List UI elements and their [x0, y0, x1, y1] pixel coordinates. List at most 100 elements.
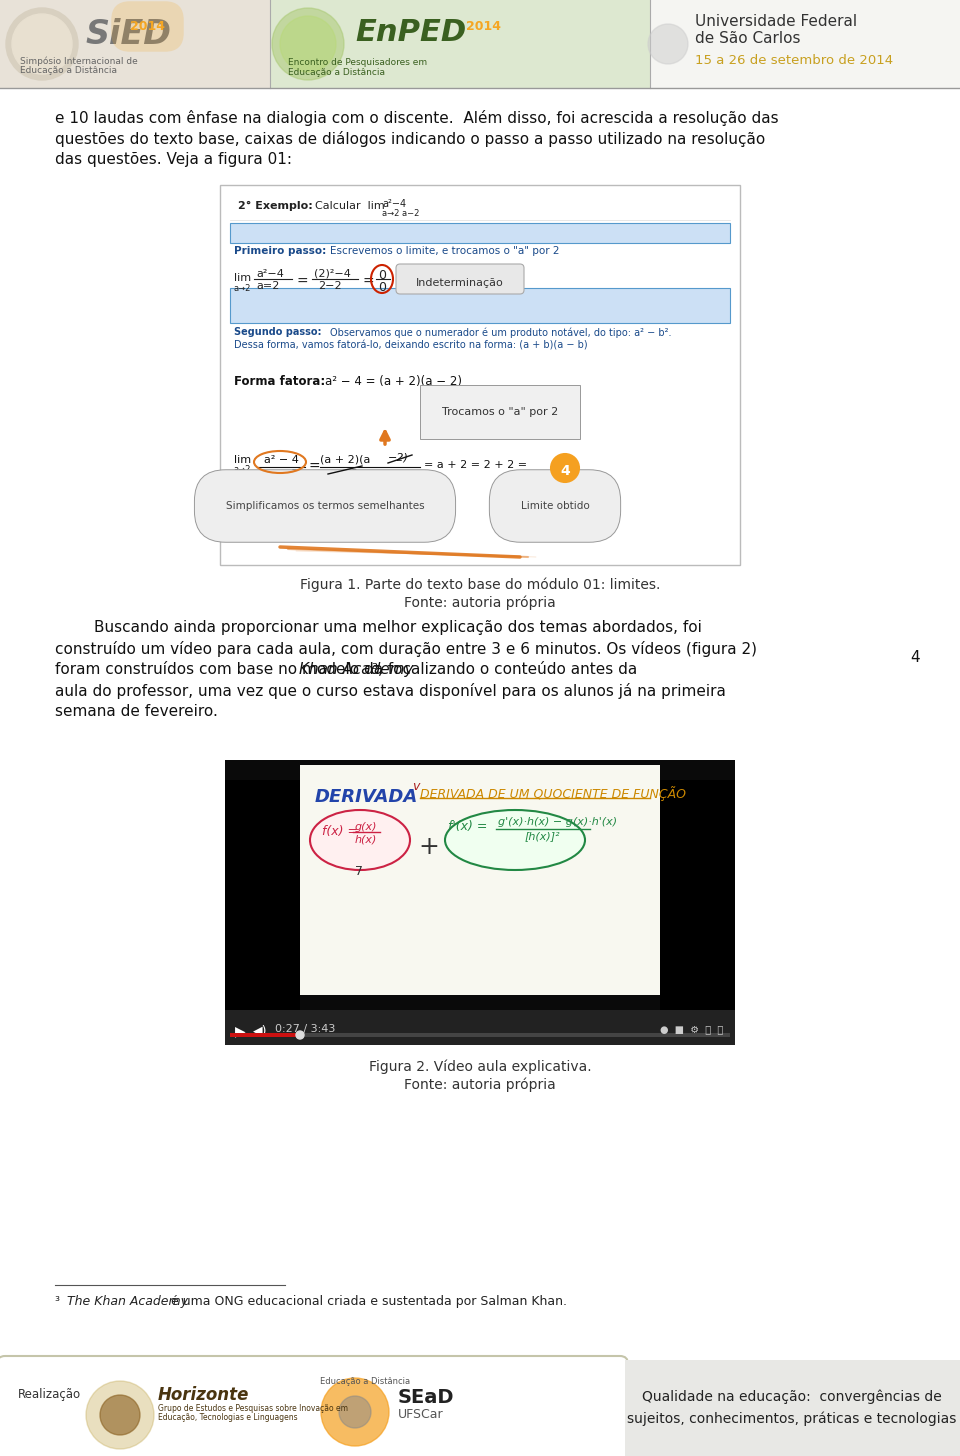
Circle shape	[12, 15, 72, 74]
Text: a→2 a−2: a→2 a−2	[382, 210, 420, 218]
Text: ▶: ▶	[235, 1024, 246, 1038]
Text: = a + 2 = 2 + 2 =: = a + 2 = 2 + 2 =	[424, 460, 527, 470]
Circle shape	[339, 1396, 371, 1428]
Text: 2014: 2014	[466, 20, 501, 33]
Text: lim: lim	[234, 272, 252, 282]
Text: DERIVADA DE UM QUOCIENTE DE FUNÇÃO: DERIVADA DE UM QUOCIENTE DE FUNÇÃO	[420, 786, 686, 801]
Bar	[230, 288, 730, 323]
Text: g'(x)·h(x) − g(x)·h'(x): g'(x)·h(x) − g(x)·h'(x)	[498, 817, 617, 827]
Text: Escrevemos o limite, e trocamos o "a" por 2: Escrevemos o limite, e trocamos o "a" po…	[330, 246, 560, 256]
Text: a = 2: a = 2	[268, 469, 299, 479]
Text: Simpósio Internacional de: Simpósio Internacional de	[20, 55, 137, 66]
Text: Forma fatora:: Forma fatora:	[234, 376, 329, 387]
Bar	[660, 780, 735, 1015]
Text: DERIVADA: DERIVADA	[315, 788, 419, 807]
Text: Dessa forma, vamos fatorá-lo, deixando escrito na forma: (a + b)(a − b): Dessa forma, vamos fatorá-lo, deixando e…	[234, 341, 588, 349]
Text: e 10 laudas com ênfase na dialogia com o discente.  Além disso, foi acrescida a : e 10 laudas com ênfase na dialogia com o…	[55, 111, 779, 127]
Ellipse shape	[310, 810, 410, 871]
Text: Realização: Realização	[18, 1388, 82, 1401]
Text: (a + 2)(a: (a + 2)(a	[320, 454, 371, 464]
Text: Calcular  lim: Calcular lim	[315, 201, 385, 211]
FancyBboxPatch shape	[396, 264, 524, 294]
Text: a − 2: a − 2	[328, 469, 358, 479]
Text: construído um vídeo para cada aula, com duração entre 3 e 6 minutos. Os vídeos (: construído um vídeo para cada aula, com …	[55, 641, 757, 657]
Circle shape	[648, 23, 688, 64]
Text: Fonte: autoria própria: Fonte: autoria própria	[404, 596, 556, 610]
Text: ◀): ◀)	[253, 1024, 268, 1037]
Text: 2−2: 2−2	[318, 281, 342, 291]
Text: (2)²−4: (2)²−4	[314, 269, 350, 280]
Text: 4: 4	[560, 464, 570, 478]
Text: f'(x) =: f'(x) =	[448, 820, 488, 833]
Text: Educação a Distância: Educação a Distância	[320, 1377, 410, 1386]
Text: SiED: SiED	[85, 17, 171, 51]
Bar	[300, 764, 660, 994]
Circle shape	[272, 7, 344, 80]
Text: a→2: a→2	[234, 284, 252, 293]
Circle shape	[280, 16, 336, 71]
Text: de São Carlos: de São Carlos	[695, 31, 801, 47]
Text: g(x): g(x)	[355, 823, 377, 831]
Text: [h(x)]²: [h(x)]²	[525, 831, 561, 842]
Text: ³: ³	[55, 1294, 64, 1307]
Text: 0: 0	[378, 281, 386, 294]
Bar	[230, 1032, 300, 1037]
Bar	[230, 1032, 730, 1037]
Text: sujeitos, conhecimentos, práticas e tecnologias: sujeitos, conhecimentos, práticas e tecn…	[627, 1412, 957, 1427]
Text: f(x) =: f(x) =	[322, 826, 358, 839]
Text: Observamos que o numerador é um produto notável, do tipo: a² − b².: Observamos que o numerador é um produto …	[330, 328, 671, 338]
Circle shape	[551, 454, 579, 482]
Text: Educação a Distância: Educação a Distância	[288, 68, 385, 77]
Text: −2): −2)	[388, 453, 409, 463]
Bar	[0, 0, 270, 87]
Circle shape	[296, 1031, 304, 1040]
Text: das questões. Veja a figura 01:: das questões. Veja a figura 01:	[55, 151, 292, 167]
Text: Educação a Distância: Educação a Distância	[20, 66, 117, 76]
Text: 0: 0	[378, 269, 386, 282]
Text: Trocamos o "a" por 2: Trocamos o "a" por 2	[442, 408, 558, 416]
Text: EnPED: EnPED	[355, 17, 467, 47]
Text: Qualidade na educação:  convergências de: Qualidade na educação: convergências de	[642, 1390, 942, 1405]
Text: questões do texto base, caixas de diálogos indicando o passo a passo utilizado n: questões do texto base, caixas de diálog…	[55, 131, 765, 147]
Text: 7: 7	[355, 865, 363, 878]
Text: h(x): h(x)	[355, 834, 377, 844]
Text: =: =	[308, 460, 320, 475]
Bar	[0, 1360, 960, 1456]
Text: Simplificamos os termos semelhantes: Simplificamos os termos semelhantes	[226, 501, 424, 511]
Text: Segundo passo:: Segundo passo:	[234, 328, 324, 336]
Text: Horizonte: Horizonte	[158, 1386, 250, 1404]
Text: ●  ■  ⚙  ⛶  ⛶: ● ■ ⚙ ⛶ ⛶	[660, 1024, 723, 1034]
Text: +: +	[418, 834, 439, 859]
Text: v: v	[412, 780, 420, 794]
Bar	[650, 0, 960, 87]
Circle shape	[321, 1377, 389, 1446]
Bar	[225, 1010, 735, 1045]
Text: Figura 2. Vídeo aula explicativa.: Figura 2. Vídeo aula explicativa.	[369, 1060, 591, 1075]
Text: =: =	[362, 275, 373, 288]
Text: semana de fevereiro.: semana de fevereiro.	[55, 705, 218, 719]
Text: a² − 4: a² − 4	[264, 454, 299, 464]
Text: Educação, Tecnologias e Linguagens: Educação, Tecnologias e Linguagens	[158, 1412, 298, 1423]
Text: Grupo de Estudos e Pesquisas sobre Inovação em: Grupo de Estudos e Pesquisas sobre Inova…	[158, 1404, 348, 1412]
Text: SEaD: SEaD	[398, 1388, 454, 1406]
Text: 2° Exemplo:: 2° Exemplo:	[238, 201, 317, 211]
Circle shape	[86, 1380, 154, 1449]
Text: lim: lim	[234, 454, 252, 464]
Text: 4: 4	[910, 649, 920, 665]
Bar	[230, 223, 730, 243]
Text: 0:27 / 3:43: 0:27 / 3:43	[275, 1024, 335, 1034]
Text: UFSCar: UFSCar	[398, 1408, 444, 1421]
Circle shape	[100, 1395, 140, 1436]
Text: =: =	[296, 275, 307, 288]
Text: Figura 1. Parte do texto base do módulo 01: limites.: Figura 1. Parte do texto base do módulo …	[300, 578, 660, 593]
Text: a²−4: a²−4	[382, 199, 406, 210]
Text: é uma ONG educacional criada e sustentada por Salman Khan.: é uma ONG educacional criada e sustentad…	[167, 1294, 567, 1307]
Bar	[0, 0, 960, 87]
Text: a→2: a→2	[234, 464, 252, 475]
Text: a² − 4 = (a + 2)(a − 2): a² − 4 = (a + 2)(a − 2)	[325, 376, 462, 387]
Text: Khan Academy: Khan Academy	[299, 662, 414, 677]
Text: 15 a 26 de setembro de 2014: 15 a 26 de setembro de 2014	[695, 54, 893, 67]
Circle shape	[6, 7, 78, 80]
Text: Primeiro passo:: Primeiro passo:	[234, 246, 330, 256]
Text: aula do professor, uma vez que o curso estava disponível para os alunos já na pr: aula do professor, uma vez que o curso e…	[55, 683, 726, 699]
